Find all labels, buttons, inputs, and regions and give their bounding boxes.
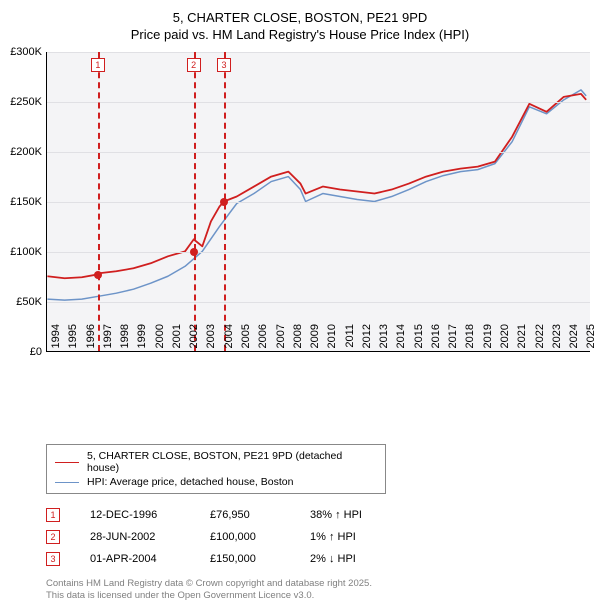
x-tick-label: 2002 [188,324,200,364]
transaction-marker: 2 [187,58,201,72]
transaction-row-marker: 2 [46,530,60,544]
transaction-marker: 1 [91,58,105,72]
legend: 5, CHARTER CLOSE, BOSTON, PE21 9PD (deta… [46,444,386,494]
x-tick-label: 2004 [223,324,235,364]
footer-line-2: This data is licensed under the Open Gov… [46,590,590,602]
transaction-date: 28-JUN-2002 [90,531,180,543]
x-tick-label: 2018 [464,324,476,364]
legend-label-property: 5, CHARTER CLOSE, BOSTON, PE21 9PD (deta… [87,450,377,474]
x-tick-label: 2023 [551,324,563,364]
x-tick-label: 2020 [499,324,511,364]
transaction-row: 1 12-DEC-1996 £76,950 38% ↑ HPI [46,504,590,526]
transaction-hpi: 1% ↑ HPI [310,531,356,543]
transactions-table: 1 12-DEC-1996 £76,950 38% ↑ HPI 2 28-JUN-2002… [46,504,590,570]
x-tick-label: 2012 [361,324,373,364]
x-tick-label: 2014 [395,324,407,364]
transaction-price: £150,000 [210,553,280,565]
legend-item-hpi: HPI: Average price, detached house, Bost… [55,475,377,489]
x-tick-label: 2016 [430,324,442,364]
x-tick-label: 2019 [482,324,494,364]
transaction-dot [94,271,102,279]
chart-subtitle: Price paid vs. HM Land Registry's House … [10,27,590,42]
transaction-row: 3 01-APR-2004 £150,000 2% ↓ HPI [46,548,590,570]
chart-title: 5, CHARTER CLOSE, BOSTON, PE21 9PD [10,10,590,25]
transaction-marker: 3 [217,58,231,72]
x-tick-label: 2015 [413,324,425,364]
transaction-vline [194,52,196,351]
x-tick-label: 2024 [568,324,580,364]
y-tick-label: £250K [10,96,42,108]
y-tick-label: £150K [10,196,42,208]
x-tick-label: 1999 [136,324,148,364]
gridline-h [47,152,590,153]
x-tick-label: 2010 [326,324,338,364]
y-tick-label: £0 [30,346,42,358]
x-tick-label: 2006 [257,324,269,364]
gridline-h [47,202,590,203]
x-tick-label: 1995 [67,324,79,364]
gridline-h [47,252,590,253]
transaction-row-marker: 1 [46,508,60,522]
transaction-vline [98,52,100,351]
legend-label-hpi: HPI: Average price, detached house, Bost… [87,476,293,488]
x-tick-label: 2011 [344,324,356,364]
gridline-h [47,102,590,103]
transaction-dot [190,248,198,256]
transaction-hpi: 2% ↓ HPI [310,553,356,565]
legend-item-property: 5, CHARTER CLOSE, BOSTON, PE21 9PD (deta… [55,449,377,475]
y-tick-label: £100K [10,246,42,258]
chart: 123 £0£50K£100K£150K£200K£250K£300K19941… [10,52,590,392]
x-tick-label: 1997 [102,324,114,364]
series-line-property [47,94,586,278]
x-tick-label: 2005 [240,324,252,364]
transaction-row: 2 28-JUN-2002 £100,000 1% ↑ HPI [46,526,590,548]
transaction-price: £76,950 [210,509,280,521]
x-tick-label: 2022 [534,324,546,364]
x-tick-label: 2017 [447,324,459,364]
gridline-h [47,52,590,53]
transaction-date: 01-APR-2004 [90,553,180,565]
footer: Contains HM Land Registry data © Crown c… [46,578,590,603]
legend-swatch-hpi [55,482,79,483]
gridline-h [47,302,590,303]
x-tick-label: 2007 [275,324,287,364]
x-tick-label: 1998 [119,324,131,364]
transaction-date: 12-DEC-1996 [90,509,180,521]
y-tick-label: £50K [16,296,42,308]
transaction-row-marker: 3 [46,552,60,566]
x-tick-label: 1994 [50,324,62,364]
x-tick-label: 2003 [205,324,217,364]
x-tick-label: 2008 [292,324,304,364]
x-tick-label: 2025 [585,324,597,364]
x-tick-label: 2009 [309,324,321,364]
x-tick-label: 2013 [378,324,390,364]
x-tick-label: 2021 [516,324,528,364]
y-tick-label: £200K [10,146,42,158]
footer-line-1: Contains HM Land Registry data © Crown c… [46,578,590,590]
transaction-dot [220,198,228,206]
x-tick-label: 2001 [171,324,183,364]
y-tick-label: £300K [10,46,42,58]
transaction-hpi: 38% ↑ HPI [310,509,362,521]
x-tick-label: 1996 [85,324,97,364]
x-tick-label: 2000 [154,324,166,364]
plot-area: 1 2 3 [46,52,590,352]
legend-swatch-property [55,462,79,463]
transaction-price: £100,000 [210,531,280,543]
